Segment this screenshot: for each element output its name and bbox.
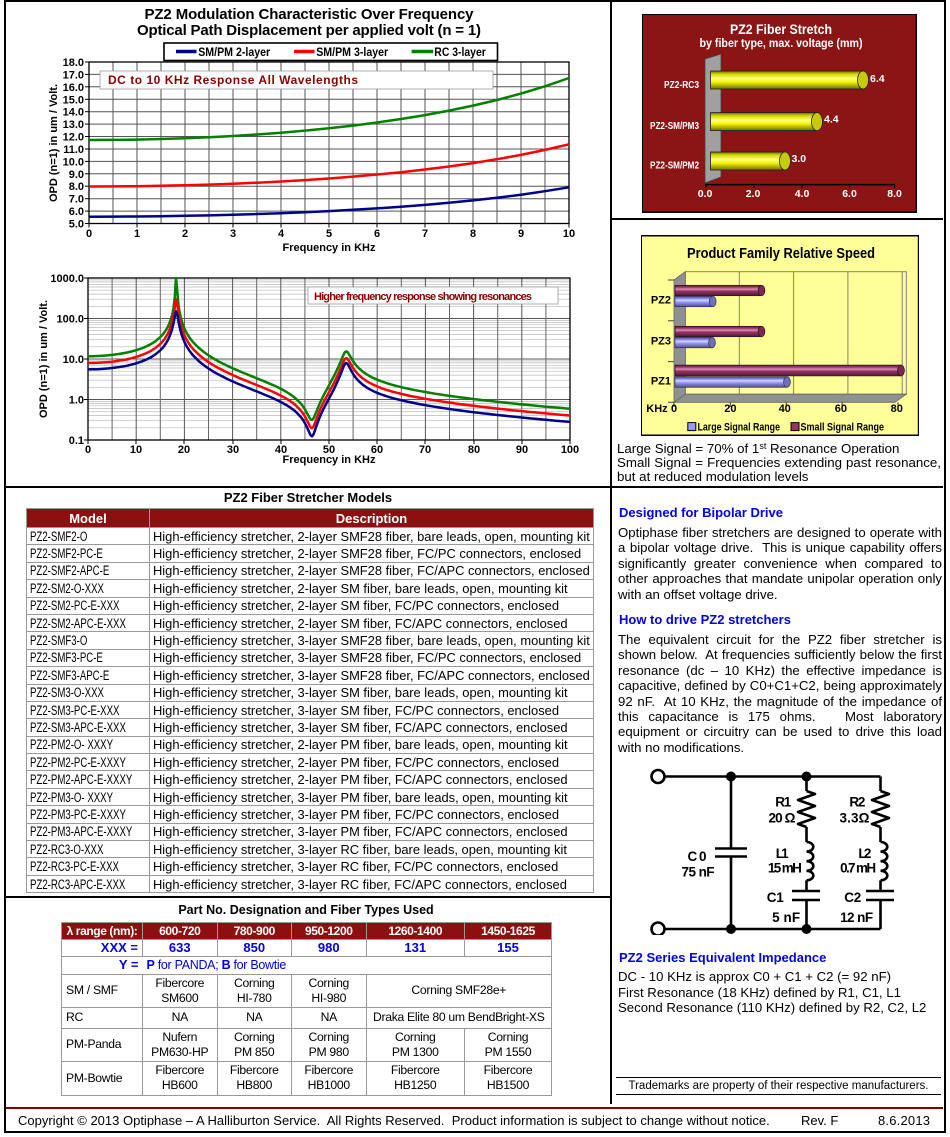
svg-text:4.4: 4.4 bbox=[824, 114, 839, 126]
svg-text:17.0: 17.0 bbox=[63, 69, 84, 81]
svg-text:80: 80 bbox=[891, 403, 903, 415]
svg-text:C0: C0 bbox=[688, 849, 707, 864]
svg-text:KHz: KHz bbox=[646, 403, 668, 415]
svg-text:30: 30 bbox=[227, 444, 239, 456]
svg-text:4: 4 bbox=[278, 228, 285, 240]
svg-text:7.0: 7.0 bbox=[69, 194, 84, 206]
svg-text:12.0: 12.0 bbox=[63, 132, 84, 144]
svg-text:9.0: 9.0 bbox=[69, 169, 84, 181]
svg-text:0.0: 0.0 bbox=[698, 188, 713, 200]
svg-text:R2: R2 bbox=[849, 794, 865, 809]
svg-text:4.0: 4.0 bbox=[795, 188, 810, 200]
svg-text:by fiber type, max. voltage (m: by fiber type, max. voltage (mm) bbox=[700, 36, 863, 50]
svg-text:90: 90 bbox=[516, 444, 528, 456]
svg-text:L1: L1 bbox=[776, 846, 789, 861]
svg-text:15.0: 15.0 bbox=[63, 94, 84, 106]
svg-text:C2: C2 bbox=[844, 890, 861, 905]
svg-text:OPD (n=1) in um / Volt.: OPD (n=1) in um / Volt. bbox=[38, 300, 50, 418]
svg-text:20 Ω: 20 Ω bbox=[769, 810, 796, 825]
svg-text:60: 60 bbox=[371, 444, 383, 456]
svg-text:OPD (n=1) in um / Volt.: OPD (n=1) in um / Volt. bbox=[48, 84, 60, 202]
svg-text:10: 10 bbox=[130, 444, 142, 456]
svg-text:PZ2 Fiber Stretch: PZ2 Fiber Stretch bbox=[730, 21, 832, 37]
svg-text:RC 3-layer: RC 3-layer bbox=[434, 45, 486, 59]
svg-text:0: 0 bbox=[671, 403, 677, 415]
svg-text:Frequency in KHz: Frequency in KHz bbox=[283, 454, 376, 466]
svg-text:PZ2: PZ2 bbox=[651, 294, 671, 306]
svg-text:1000.0: 1000.0 bbox=[50, 273, 84, 285]
svg-text:0.7 mH: 0.7 mH bbox=[840, 861, 876, 876]
svg-text:C1: C1 bbox=[767, 890, 784, 905]
svg-text:6.0: 6.0 bbox=[842, 188, 857, 200]
svg-text:PZ2-RC3: PZ2-RC3 bbox=[664, 79, 699, 91]
svg-text:6: 6 bbox=[374, 228, 380, 240]
svg-text:3.3Ω: 3.3Ω bbox=[840, 810, 870, 825]
svg-text:1: 1 bbox=[134, 228, 140, 240]
svg-text:2: 2 bbox=[182, 228, 188, 240]
svg-text:10.0: 10.0 bbox=[63, 156, 84, 168]
svg-text:Optical Path Displacement per: Optical Path Displacement per applied vo… bbox=[137, 22, 481, 39]
svg-text:0: 0 bbox=[85, 444, 91, 456]
svg-text:16.0: 16.0 bbox=[63, 82, 84, 94]
svg-text:20: 20 bbox=[178, 444, 190, 456]
svg-text:40: 40 bbox=[275, 444, 287, 456]
svg-text:9: 9 bbox=[518, 228, 524, 240]
svg-text:11.0: 11.0 bbox=[63, 144, 84, 156]
svg-text:PZ2-SM/PM3: PZ2-SM/PM3 bbox=[650, 120, 699, 132]
svg-text:3: 3 bbox=[230, 228, 236, 240]
svg-text:6.4: 6.4 bbox=[870, 73, 885, 85]
svg-text:5.0: 5.0 bbox=[69, 219, 84, 231]
svg-text:5 nF: 5 nF bbox=[772, 910, 800, 925]
svg-text:PZ2 Modulation Characteristic: PZ2 Modulation Characteristic Over Frequ… bbox=[145, 6, 475, 23]
svg-text:0: 0 bbox=[86, 228, 92, 240]
svg-text:10: 10 bbox=[563, 228, 575, 240]
svg-text:L2: L2 bbox=[858, 846, 871, 861]
svg-text:Product Family Relative Speed: Product Family Relative Speed bbox=[687, 245, 875, 262]
svg-text:2.0: 2.0 bbox=[746, 188, 761, 200]
svg-text:R1: R1 bbox=[775, 794, 791, 809]
svg-text:DC to 10 KHz Response All Wave: DC to 10 KHz Response All Wavelengths bbox=[108, 73, 358, 87]
svg-text:6.0: 6.0 bbox=[69, 206, 84, 218]
svg-text:5: 5 bbox=[326, 228, 332, 240]
svg-text:15 mH: 15 mH bbox=[768, 861, 802, 876]
svg-text:80: 80 bbox=[468, 444, 480, 456]
svg-text:50: 50 bbox=[323, 444, 335, 456]
svg-text:8.0: 8.0 bbox=[887, 188, 902, 200]
svg-text:8.0: 8.0 bbox=[69, 181, 84, 193]
svg-text:60: 60 bbox=[835, 403, 847, 415]
svg-text:18.0: 18.0 bbox=[63, 57, 84, 69]
svg-text:75 nF: 75 nF bbox=[682, 865, 715, 880]
svg-text:Frequency in KHz: Frequency in KHz bbox=[283, 242, 376, 254]
svg-text:PZ2-SM/PM2: PZ2-SM/PM2 bbox=[650, 160, 699, 172]
svg-text:0.1: 0.1 bbox=[69, 435, 84, 447]
svg-text:3.0: 3.0 bbox=[792, 153, 807, 165]
svg-text:14.0: 14.0 bbox=[63, 107, 84, 119]
svg-text:8: 8 bbox=[470, 228, 476, 240]
svg-text:Higher frequency response show: Higher frequency response showing resona… bbox=[314, 291, 532, 303]
svg-text:SM/PM 3-layer: SM/PM 3-layer bbox=[316, 45, 388, 59]
svg-text:100: 100 bbox=[561, 444, 579, 456]
svg-text:Small Signal Range: Small Signal Range bbox=[801, 421, 885, 433]
svg-text:70: 70 bbox=[419, 444, 431, 456]
svg-text:1.0: 1.0 bbox=[69, 395, 84, 407]
svg-text:12 nF: 12 nF bbox=[840, 910, 873, 925]
svg-text:Large Signal Range: Large Signal Range bbox=[698, 421, 781, 433]
svg-text:40: 40 bbox=[779, 403, 791, 415]
svg-text:20: 20 bbox=[724, 403, 736, 415]
svg-text:PZ3: PZ3 bbox=[651, 335, 671, 347]
svg-text:10.0: 10.0 bbox=[63, 354, 84, 366]
svg-text:SM/PM 2-layer: SM/PM 2-layer bbox=[198, 45, 270, 59]
svg-text:13.0: 13.0 bbox=[63, 119, 84, 131]
svg-text:100.0: 100.0 bbox=[56, 314, 84, 326]
svg-text:PZ1: PZ1 bbox=[651, 375, 671, 387]
svg-text:7: 7 bbox=[422, 228, 428, 240]
